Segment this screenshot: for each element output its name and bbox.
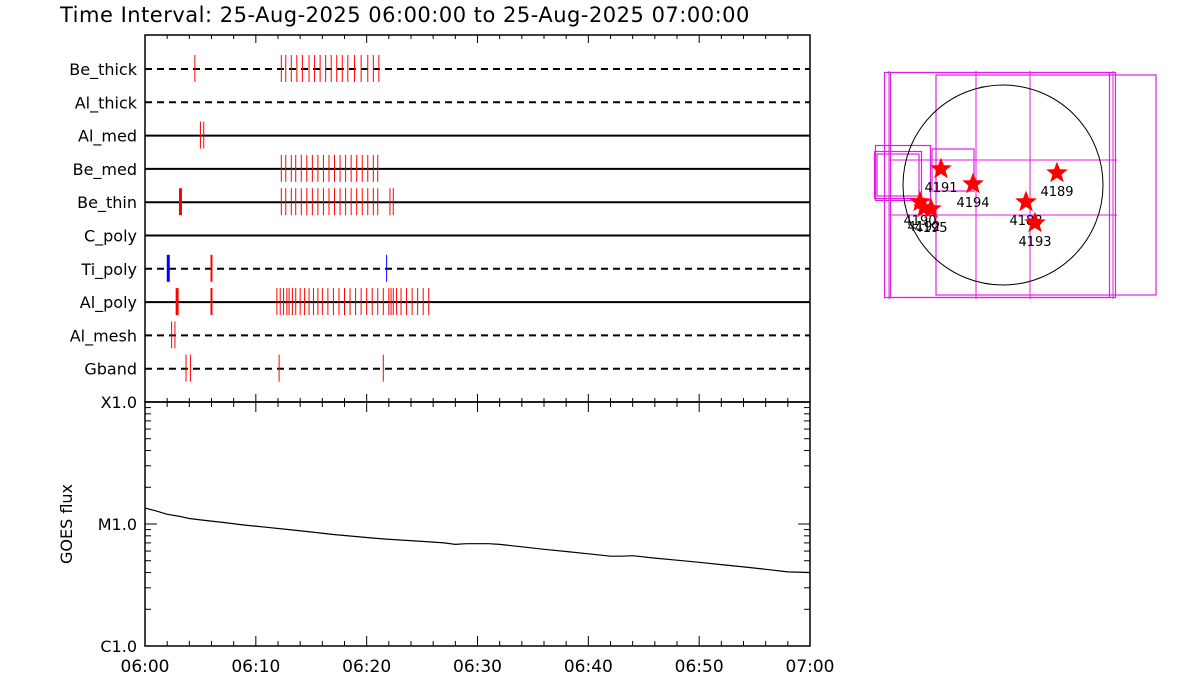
filter-label: Al_mesh — [70, 326, 137, 346]
active-region-star-icon — [930, 157, 952, 179]
active-region-star-icon — [962, 172, 984, 194]
field-of-view-box — [889, 71, 1117, 299]
active-region-star-icon — [1024, 211, 1046, 233]
x-tick-label: 06:10 — [231, 657, 280, 677]
field-of-view-box — [931, 148, 975, 192]
goes-y-tick-label: M1.0 — [98, 515, 137, 534]
x-tick-label: 06:30 — [453, 657, 502, 677]
active-region-star-icon — [1046, 161, 1068, 183]
active-region-label: 4189 — [1040, 185, 1073, 200]
filter-label: Al_med — [78, 127, 137, 147]
field-of-view-box — [873, 150, 923, 200]
filter-label: Gband — [84, 360, 137, 379]
exposure-timeline-panel: Be_thick Al_thick Al_med Be_med Be_thin C_pol… — [69, 34, 811, 403]
chart-title: Time Interval: 25-Aug-2025 06:00:00 to 2… — [60, 3, 750, 27]
x-tick-label: 06:50 — [675, 657, 724, 677]
active-region-star-icon — [1015, 190, 1037, 212]
goes-y-axis-label: GOES flux — [57, 484, 76, 564]
goes-frame — [144, 401, 811, 647]
filter-label: Al_thick — [75, 93, 138, 113]
active-region-label: 4193 — [1018, 235, 1051, 250]
filter-label: Be_med — [73, 160, 137, 180]
x-tick-label: 06:00 — [121, 657, 170, 677]
field-of-view-box — [876, 153, 920, 197]
x-tick-label: 06:40 — [564, 657, 613, 677]
solar-limb — [902, 84, 1104, 286]
field-of-view-box — [883, 71, 1111, 299]
goes-flux-panel: X1.0 M1.0 C1.006:00 06:10 06:20 06:30 06:40 06:… — [57, 393, 835, 677]
goes-y-tick-label: C1.0 — [100, 637, 137, 656]
active-region-star-icon — [920, 197, 942, 219]
x-tick-label: 06:20 — [342, 657, 391, 677]
filter-label: Ti_poly — [80, 260, 137, 280]
filter-label: Be_thin — [77, 193, 137, 213]
active-region-label: 4191 — [924, 181, 957, 196]
timeline-frame — [144, 34, 811, 403]
active-region-label: 4192 — [907, 220, 940, 235]
filter-label: C_poly — [84, 227, 137, 247]
filter-label: Be_thick — [69, 60, 137, 80]
goes-flux-line — [144, 507, 811, 574]
goes-y-tick-label: X1.0 — [101, 393, 137, 412]
filter-label: Al_poly — [80, 293, 137, 313]
field-of-view-box — [935, 74, 1157, 296]
active-region-label: 4195 — [914, 221, 947, 236]
x-tick-label: 07:00 — [786, 657, 835, 677]
field-of-view-box — [874, 144, 932, 202]
active-region-label: 4190 — [903, 214, 936, 229]
active-region-label: 4194 — [956, 196, 989, 211]
